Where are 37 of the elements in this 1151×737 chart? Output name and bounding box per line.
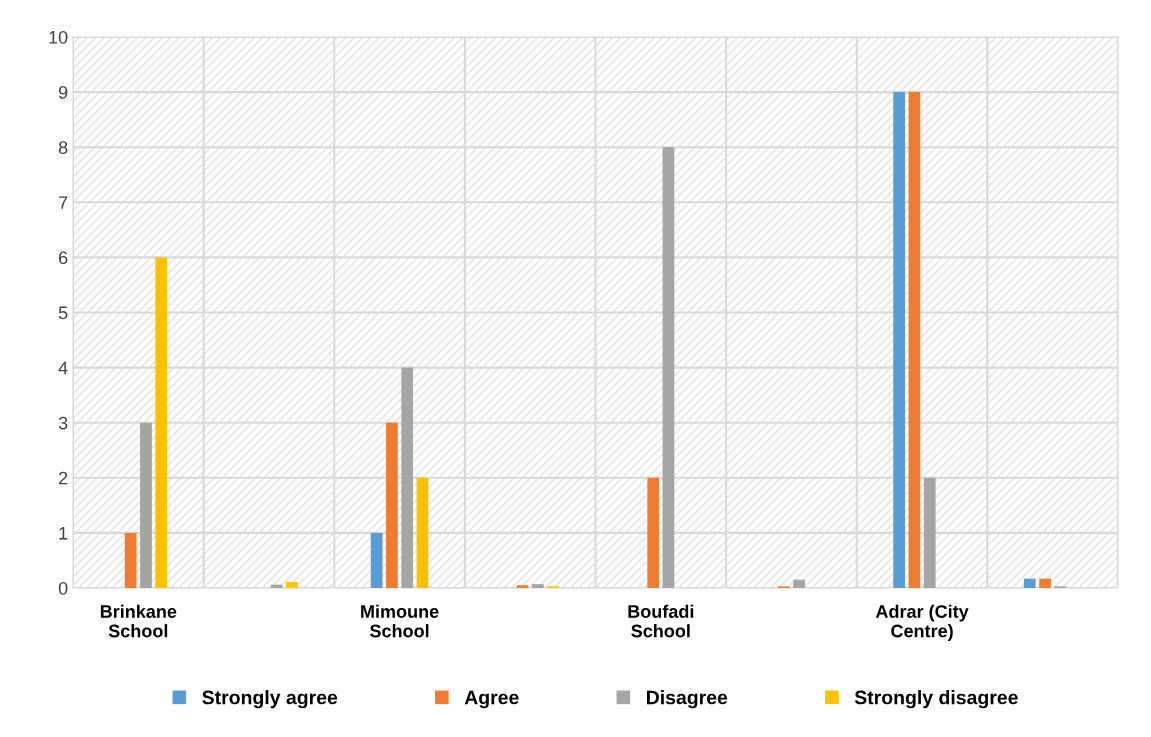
bar <box>908 92 921 588</box>
x-tick-label: Mimoune School <box>361 604 439 638</box>
bar <box>124 532 137 588</box>
y-tick-label: 0 <box>58 581 68 595</box>
y-tick-label: 9 <box>58 86 68 99</box>
bar <box>793 579 805 588</box>
legend-label: Strongly disagree <box>854 690 1018 709</box>
bar <box>647 477 660 588</box>
bar <box>416 477 429 588</box>
bar <box>401 367 414 588</box>
bar <box>531 584 544 588</box>
legend-label: Strongly agree <box>202 690 338 709</box>
bar <box>1039 578 1051 588</box>
bar <box>285 581 298 588</box>
y-tick-label: 8 <box>58 141 68 154</box>
bar <box>140 422 152 588</box>
bar <box>516 585 529 588</box>
bar <box>1023 578 1036 588</box>
bar <box>386 422 398 588</box>
y-tick-label: 10 <box>49 30 68 44</box>
y-tick-label: 6 <box>59 251 68 265</box>
bar <box>662 147 675 588</box>
x-tick-label: Brinkane School <box>100 604 177 638</box>
bar <box>893 92 906 588</box>
y-tick-label: 2 <box>59 471 68 485</box>
legend-label: Agree <box>464 690 519 709</box>
y-tick-label: 3 <box>58 416 68 430</box>
y-tick-label: 4 <box>58 361 68 375</box>
legend-label: Disagree <box>647 690 728 709</box>
bar <box>370 532 383 588</box>
bar <box>923 477 936 588</box>
y-tick-label: 1 <box>59 527 68 540</box>
x-tick-label: Adrar (City Centre) <box>875 604 969 641</box>
y-tick-label: 7 <box>59 196 68 209</box>
y-tick-label: 5 <box>58 306 68 320</box>
x-tick-label: Boufadi School <box>628 604 694 638</box>
bar <box>155 257 168 588</box>
